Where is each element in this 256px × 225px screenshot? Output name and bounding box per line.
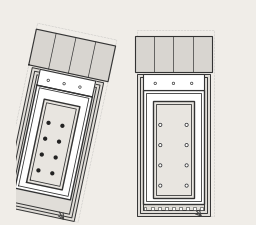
Circle shape (54, 156, 57, 159)
Bar (135, 36, 212, 72)
Bar (193, 207, 196, 210)
Circle shape (47, 79, 49, 82)
Circle shape (40, 153, 43, 156)
Circle shape (63, 83, 65, 85)
Circle shape (154, 82, 156, 85)
Circle shape (47, 122, 50, 124)
Bar (200, 207, 203, 210)
Circle shape (58, 140, 60, 143)
Circle shape (159, 123, 162, 126)
Polygon shape (15, 85, 92, 200)
Bar (156, 104, 191, 195)
Circle shape (44, 137, 47, 140)
Circle shape (51, 172, 54, 175)
Polygon shape (29, 29, 115, 82)
Bar (144, 207, 146, 210)
Circle shape (185, 184, 188, 187)
Circle shape (61, 124, 64, 127)
Bar (186, 207, 189, 210)
Bar (137, 30, 214, 216)
Bar (153, 101, 194, 198)
Bar (143, 80, 204, 210)
Circle shape (159, 144, 162, 147)
Circle shape (185, 123, 188, 126)
Circle shape (159, 184, 162, 187)
Circle shape (79, 86, 81, 88)
Bar (146, 93, 201, 201)
Bar (172, 207, 175, 210)
Bar (143, 74, 204, 90)
Polygon shape (37, 69, 96, 97)
Circle shape (159, 164, 162, 167)
Bar (165, 207, 168, 210)
Bar (140, 77, 207, 213)
Bar (143, 90, 204, 204)
Circle shape (185, 144, 188, 147)
Bar (137, 74, 210, 216)
Bar (151, 207, 154, 210)
Bar (179, 207, 182, 210)
Polygon shape (3, 68, 104, 221)
Circle shape (185, 164, 188, 167)
Bar (158, 207, 161, 210)
Polygon shape (27, 99, 80, 190)
Circle shape (190, 82, 193, 85)
Circle shape (37, 169, 40, 172)
Circle shape (172, 82, 175, 85)
